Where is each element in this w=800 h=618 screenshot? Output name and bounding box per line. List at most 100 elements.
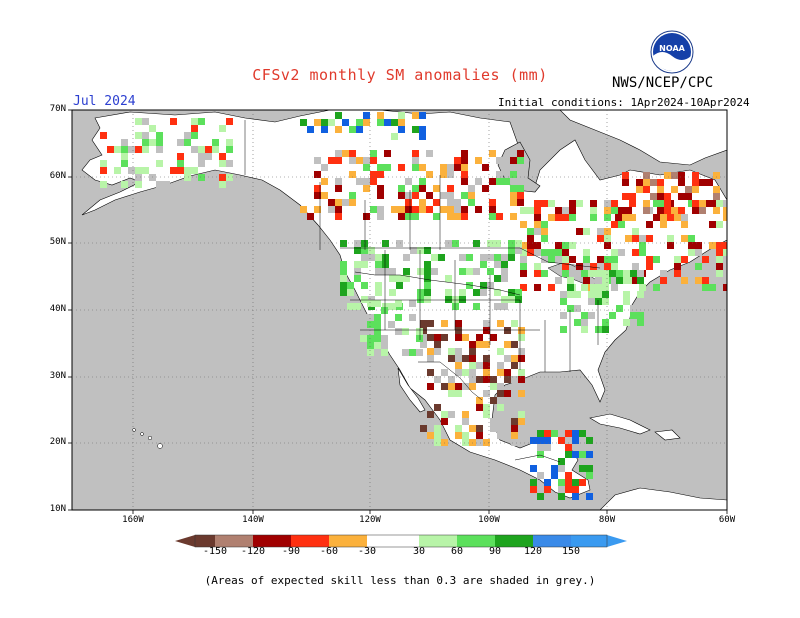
anomaly-cell [476, 334, 483, 341]
anomaly-cell [177, 160, 184, 167]
anomaly-cell [363, 213, 370, 220]
anomaly-cell [349, 192, 356, 199]
anomaly-cell [604, 242, 611, 249]
anomaly-cell [702, 263, 709, 270]
anomaly-cell [496, 213, 503, 220]
anomaly-cell [586, 437, 593, 444]
anomaly-cell [314, 185, 321, 192]
anomaly-cell [156, 160, 163, 167]
anomaly-cell [434, 404, 441, 411]
anomaly-cell [405, 206, 412, 213]
anomaly-cell [646, 221, 653, 228]
anomaly-cell [489, 206, 496, 213]
anomaly-cell [417, 247, 424, 254]
anomaly-cell [713, 193, 720, 200]
anomaly-cell [520, 263, 527, 270]
anomaly-cell [455, 383, 462, 390]
anomaly-cell [114, 167, 121, 174]
anomaly-cell [452, 303, 459, 310]
anomaly-cell [455, 327, 462, 334]
anomaly-cell [431, 254, 438, 261]
anomaly-cell [307, 213, 314, 220]
anomaly-cell [534, 249, 541, 256]
colorbar-label: -90 [281, 546, 301, 557]
anomaly-cell [510, 192, 517, 199]
anomaly-cell [367, 342, 374, 349]
cuba [589, 413, 651, 435]
anomaly-cell [625, 235, 632, 242]
anomaly-cell [629, 214, 636, 221]
anomaly-cell [367, 300, 374, 307]
anomaly-cell [405, 199, 412, 206]
anomaly-cell [476, 404, 483, 411]
anomaly-cell [555, 214, 562, 221]
anomaly-cell [692, 172, 699, 179]
anomaly-cell [527, 235, 534, 242]
anomaly-cell [602, 326, 609, 333]
anomaly-cell [537, 451, 544, 458]
anomaly-cell [368, 254, 375, 261]
anomaly-cell [455, 334, 462, 341]
anomaly-cell [476, 376, 483, 383]
anomaly-cell [149, 125, 156, 132]
anomaly-cell [395, 314, 402, 321]
anomaly-cell [447, 185, 454, 192]
anomaly-cell [588, 298, 595, 305]
anomaly-cell [461, 192, 468, 199]
anomaly-cell [586, 472, 593, 479]
anomaly-cell [489, 150, 496, 157]
anomaly-cell [490, 376, 497, 383]
anomaly-cell [363, 157, 370, 164]
anomaly-cell [448, 383, 455, 390]
anomaly-cell [482, 185, 489, 192]
anomaly-cell [398, 192, 405, 199]
anomaly-cell [637, 277, 644, 284]
anomaly-cell [405, 178, 412, 185]
anomaly-cell [377, 119, 384, 126]
anomaly-cell [349, 157, 356, 164]
anomaly-cell [476, 439, 483, 446]
anomaly-cell [461, 164, 468, 171]
anomaly-cell [576, 228, 583, 235]
anomaly-cell [419, 206, 426, 213]
anomaly-cell [723, 214, 727, 221]
anomaly-cell [569, 207, 576, 214]
anomaly-cell [569, 242, 576, 249]
anomaly-cell [515, 240, 522, 247]
anomaly-cell [473, 303, 480, 310]
anomaly-cell [469, 383, 476, 390]
anomaly-cell [335, 150, 342, 157]
anomaly-cell [441, 383, 448, 390]
anomaly-cell [515, 247, 522, 254]
anomaly-cell [375, 289, 382, 296]
anomaly-cell [604, 228, 611, 235]
anomaly-cell [695, 277, 702, 284]
anomaly-cell [520, 256, 527, 263]
anomaly-cell [476, 425, 483, 432]
anomaly-cell [664, 207, 671, 214]
political-boundaries [244, 120, 601, 463]
anomaly-cell [565, 430, 572, 437]
anomaly-cell [671, 186, 678, 193]
anomaly-cell [424, 275, 431, 282]
anomaly-cell [321, 119, 328, 126]
anomaly-cell [447, 192, 454, 199]
anomaly-cell [611, 200, 618, 207]
anomaly-cell [496, 178, 503, 185]
anomaly-cell [367, 349, 374, 356]
anomaly-cell [433, 185, 440, 192]
anomaly-cell [490, 425, 497, 432]
anomaly-cell [695, 249, 702, 256]
anomaly-cell [403, 268, 410, 275]
greenland [559, 110, 727, 166]
anomaly-cell [412, 164, 419, 171]
anomaly-cell [149, 139, 156, 146]
anomaly-cell [615, 214, 622, 221]
anomaly-cell [469, 355, 476, 362]
anomaly-cell [623, 270, 630, 277]
anomaly-cell [576, 263, 583, 270]
anomaly-cell [455, 390, 462, 397]
anomaly-cell [517, 192, 524, 199]
lat-label-10n: 10N [49, 504, 66, 514]
anomaly-cell [632, 263, 639, 270]
